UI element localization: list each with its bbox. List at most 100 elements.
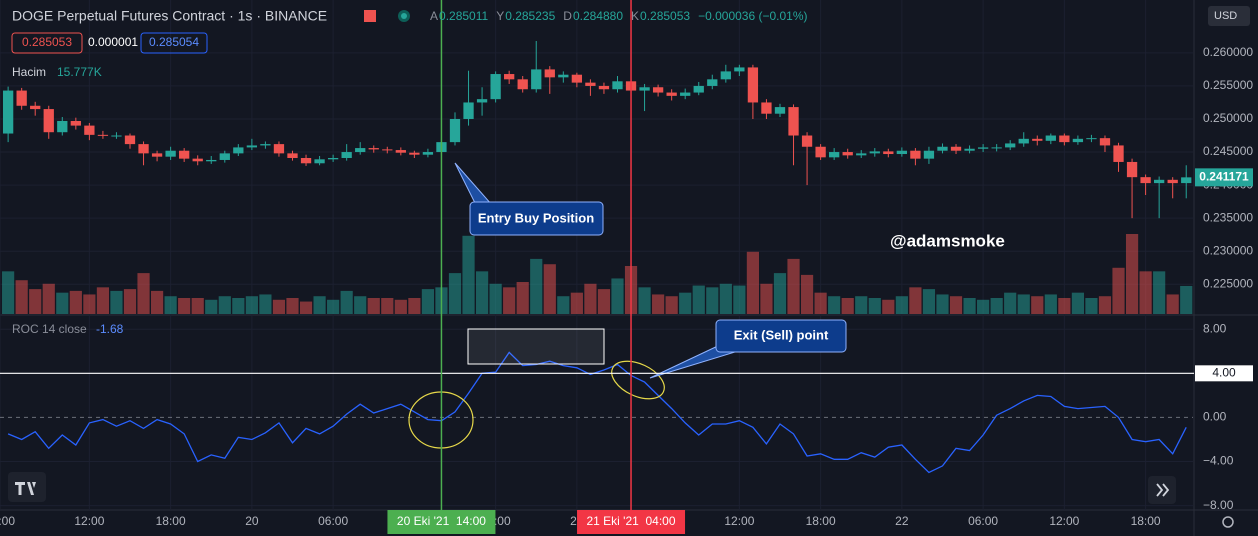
volume-bar bbox=[15, 280, 28, 314]
candle-body bbox=[57, 120, 68, 133]
volume-bar bbox=[218, 296, 231, 314]
flag-icon[interactable] bbox=[364, 10, 376, 22]
x-tick-label: 12:00 bbox=[74, 514, 104, 528]
volume-bar bbox=[516, 282, 529, 314]
symbol-title: DOGE Perpetual Futures Contract · 1s · B… bbox=[12, 8, 327, 24]
candle-body bbox=[571, 74, 583, 83]
volume-bar bbox=[2, 271, 15, 314]
buy-price[interactable]: 0.285054 bbox=[149, 35, 199, 49]
volume-bar bbox=[83, 294, 96, 314]
candle-body bbox=[165, 150, 176, 157]
x-tick-label: 18:00 bbox=[156, 514, 186, 528]
crosshair-label: 21 Eki '21 04:00 bbox=[587, 514, 676, 528]
volume-bar bbox=[1017, 294, 1030, 314]
candle-body bbox=[585, 82, 596, 86]
candle-body bbox=[111, 135, 122, 137]
x-tick-label: 06:00 bbox=[318, 514, 348, 528]
currency-button[interactable] bbox=[1208, 6, 1250, 26]
x-tick-label: 20 bbox=[245, 514, 259, 528]
volume-bar bbox=[679, 292, 692, 314]
candle-body bbox=[639, 87, 650, 91]
candle-body bbox=[1045, 135, 1056, 141]
volume-bar bbox=[584, 283, 597, 314]
candle-body bbox=[1086, 138, 1097, 140]
x-tick-label: 22 bbox=[895, 514, 909, 528]
scroll-icon bbox=[1156, 483, 1170, 497]
volume-bar bbox=[814, 292, 827, 314]
candle-body bbox=[517, 79, 528, 90]
candle-body bbox=[476, 99, 488, 103]
sell-price[interactable]: 0.285053 bbox=[22, 35, 72, 49]
volume-bar bbox=[855, 296, 868, 314]
candle-body bbox=[1032, 138, 1043, 141]
candle-body bbox=[734, 67, 745, 72]
candle-body bbox=[1167, 179, 1178, 184]
y-tick-label: 0.235000 bbox=[1203, 210, 1253, 224]
hline-label-box bbox=[1195, 365, 1253, 382]
candle-body bbox=[16, 90, 27, 106]
volume-bar bbox=[936, 294, 949, 314]
candle-body bbox=[368, 148, 379, 150]
ohlc-label: Y bbox=[496, 9, 504, 23]
candle-body bbox=[449, 118, 461, 143]
candle-body bbox=[355, 148, 366, 153]
candle-body bbox=[84, 125, 95, 135]
volume-bar bbox=[394, 299, 407, 314]
candle-body bbox=[910, 150, 921, 159]
volume-bar bbox=[1098, 296, 1112, 314]
currency[interactable]: USD bbox=[1214, 10, 1237, 22]
volume-bar bbox=[1166, 294, 1179, 314]
candle-body bbox=[761, 102, 772, 114]
exit-callout bbox=[715, 319, 847, 353]
candle-body bbox=[192, 158, 203, 162]
buy-box[interactable] bbox=[140, 32, 208, 54]
volume-bar bbox=[69, 290, 82, 314]
y-tick-label: −4.00 bbox=[1203, 454, 1234, 468]
volume-bar bbox=[828, 296, 841, 314]
crosshair-label: 20 Eki '21 14:00 bbox=[397, 514, 486, 528]
volume-bar bbox=[719, 283, 732, 314]
hline-label: 4.00 bbox=[1212, 365, 1236, 379]
volume-bar bbox=[232, 298, 245, 314]
ohlc-label: A bbox=[430, 9, 438, 23]
x-tick-label: 18:00 bbox=[806, 514, 836, 528]
candle-body bbox=[341, 152, 352, 158]
candle-body bbox=[273, 144, 285, 154]
volume-bar bbox=[205, 299, 218, 314]
candle-body bbox=[937, 146, 948, 151]
volume-bar bbox=[1004, 292, 1017, 314]
volume-bar bbox=[963, 298, 976, 314]
candle-body bbox=[666, 92, 677, 96]
volume-bar bbox=[259, 294, 272, 314]
candle-body bbox=[1005, 143, 1016, 148]
volume-bar bbox=[29, 289, 42, 314]
volume-bar bbox=[42, 283, 55, 314]
candle-body bbox=[1018, 138, 1029, 144]
candle-body bbox=[544, 69, 555, 78]
volume-bar bbox=[1139, 271, 1152, 314]
candle-body bbox=[1099, 138, 1111, 146]
volume-bar bbox=[1058, 298, 1071, 314]
candle-body bbox=[409, 152, 420, 155]
volume-bar bbox=[462, 235, 475, 314]
logo[interactable] bbox=[8, 472, 46, 502]
candle-body bbox=[138, 144, 149, 154]
volume-bar bbox=[977, 299, 990, 314]
sell-box[interactable] bbox=[11, 32, 83, 54]
candle-body bbox=[1154, 179, 1165, 184]
spread: 0.000001 bbox=[88, 35, 138, 49]
candle-body bbox=[788, 107, 799, 136]
x-tick-label: 18:00 bbox=[1131, 514, 1161, 528]
volume-bar bbox=[665, 296, 678, 314]
last-price-box bbox=[1195, 168, 1253, 187]
candle-body bbox=[1072, 138, 1084, 143]
candle-body bbox=[314, 159, 325, 164]
candle-body bbox=[151, 153, 163, 157]
candle-body bbox=[260, 144, 271, 146]
y-tick-label: 0.00 bbox=[1203, 410, 1227, 424]
y-tick-label: 0.255000 bbox=[1203, 78, 1253, 92]
settings-icon[interactable] bbox=[1222, 516, 1234, 528]
volume-bar bbox=[611, 278, 624, 314]
y-tick-label: 0.225000 bbox=[1203, 276, 1253, 290]
volume-bar bbox=[245, 296, 258, 314]
